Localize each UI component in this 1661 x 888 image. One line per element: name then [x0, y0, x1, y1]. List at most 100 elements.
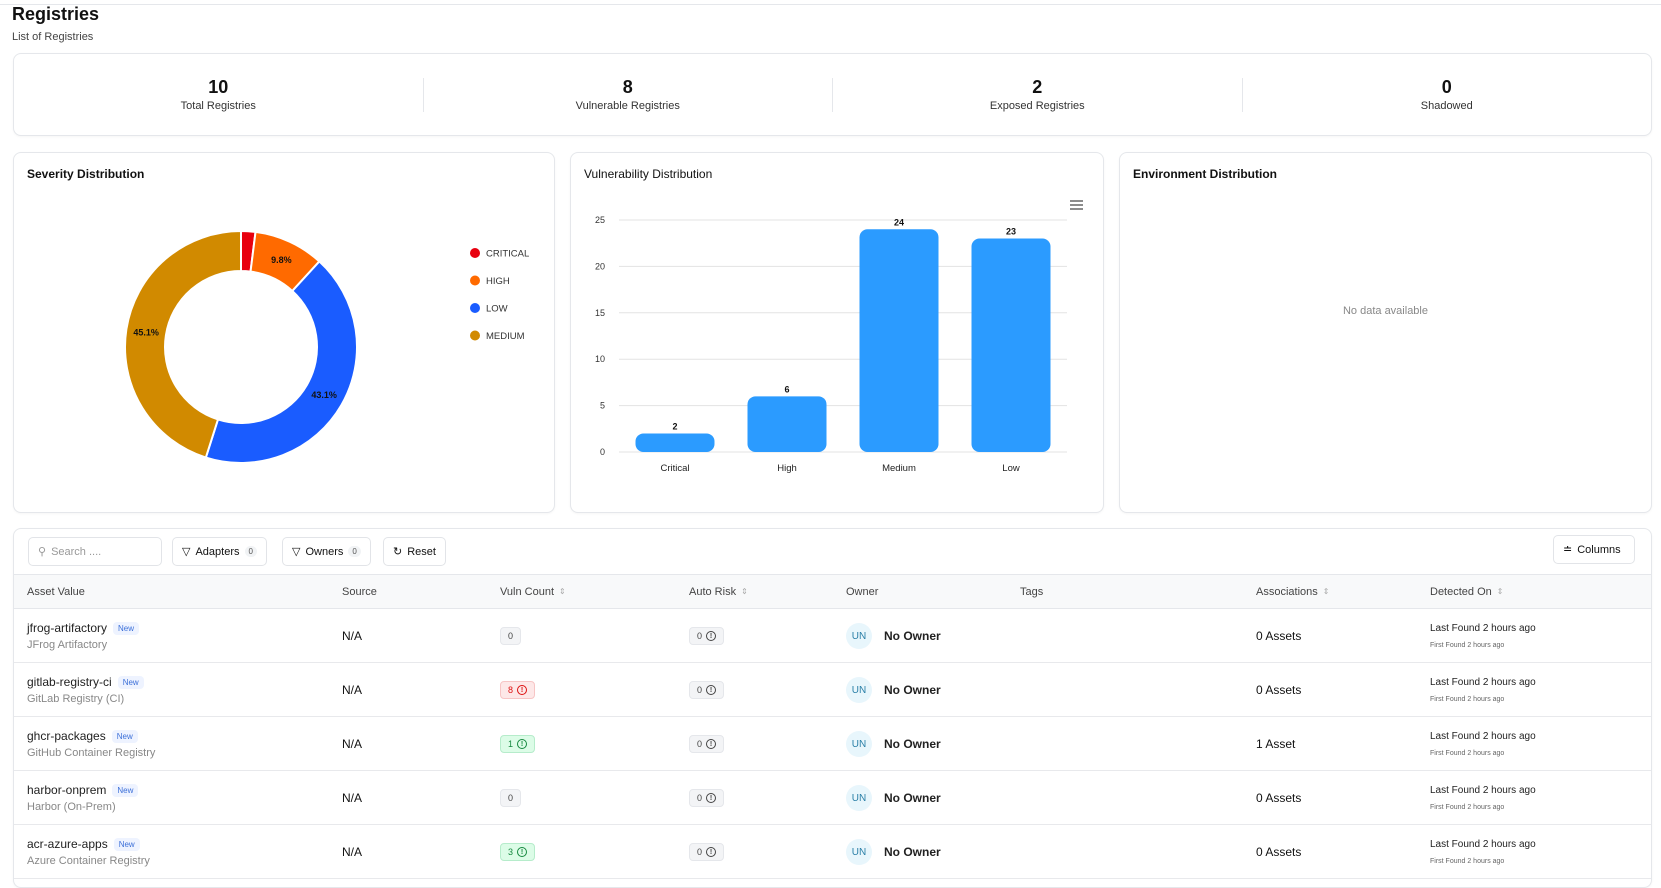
asset-cell: gitlab-registry-ci New GitLab Registry (C…	[27, 663, 144, 717]
donut-slice-medium	[124, 229, 242, 459]
stat-value: 2	[1032, 77, 1043, 97]
header-vuln-count[interactable]: Vuln Count ⇕	[500, 585, 566, 598]
registries-table-card: ⚲ Search .... ▽ Adapters 0 ▽ Owners 0 ↻ Reset …	[13, 528, 1652, 888]
table-row[interactable]: gitlab-registry-ci New GitLab Registry (C…	[14, 663, 1651, 717]
asset-cell: ghcr-packages New GitHub Container Regist…	[27, 717, 155, 771]
auto-risk-badge[interactable]: 0!	[689, 735, 725, 753]
first-found: First Found 2 hours ago	[1430, 642, 1505, 649]
asset-name[interactable]: gitlab-registry-ci	[27, 675, 112, 689]
asset-cell: jfrog-artifactory New JFrog Artifactory	[27, 609, 140, 663]
asset-name[interactable]: jfrog-artifactory	[27, 621, 108, 635]
avatar: UN	[846, 839, 872, 865]
legend-marker	[470, 303, 480, 313]
vuln-count-badge[interactable]: 3!	[500, 843, 536, 861]
auto-risk-cell: 0!	[689, 771, 725, 825]
alert-icon: !	[517, 847, 528, 857]
table-row[interactable]: ghcr-packages New GitHub Container Regist…	[14, 717, 1651, 771]
source-cell: N/A	[342, 791, 363, 805]
associations-cell[interactable]: 0 Assets	[1256, 791, 1302, 805]
slice-data-label: 45.1%	[133, 327, 159, 337]
associations-cell[interactable]: 0 Assets	[1256, 629, 1302, 643]
bar-medium	[859, 229, 939, 452]
owners-label: Owners	[305, 545, 344, 558]
bar-high	[747, 396, 827, 452]
sort-icon: ⇕	[1322, 587, 1330, 596]
owner-cell: UN No Owner	[846, 771, 941, 825]
avatar: UN	[846, 731, 872, 757]
auto-risk-cell: 0!	[689, 609, 725, 663]
donut-slice-low	[204, 260, 359, 464]
associations-cell[interactable]: 0 Assets	[1256, 683, 1302, 697]
adapters-count: 0	[244, 546, 257, 557]
legend-label: LOW	[486, 304, 508, 315]
table-row[interactable]: harbor-onprem New Harbor (On-Prem) N/A 0 …	[14, 771, 1651, 825]
bar-data-label: 6	[784, 384, 789, 394]
last-found: Last Found 2 hours ago	[1430, 623, 1536, 634]
sort-icon: ⇕	[1496, 587, 1504, 596]
stat-label: Vulnerable Registries	[575, 100, 680, 112]
sort-icon: ⇕	[741, 587, 748, 596]
header-detected-on[interactable]: Detected On ⇕	[1430, 585, 1504, 598]
vuln-count-badge[interactable]: 8!	[500, 681, 536, 699]
detected-cell: Last Found 2 hours ago First Found 2 hou…	[1430, 609, 1536, 663]
asset-name[interactable]: harbor-onprem	[27, 783, 107, 797]
associations-cell[interactable]: 0 Assets	[1256, 845, 1302, 859]
detected-cell: Last Found 2 hours ago First Found 2 hou…	[1430, 825, 1536, 879]
stat-value: 8	[622, 77, 633, 97]
auto-risk-badge[interactable]: 0!	[689, 843, 725, 861]
sort-icon: ⇕	[559, 587, 566, 596]
auto-risk-badge[interactable]: 0!	[689, 681, 725, 699]
y-tick-label: 5	[600, 401, 605, 411]
columns-button[interactable]: ≐ Columns	[1553, 535, 1635, 564]
stat-exposed: 2 Exposed Registries	[833, 77, 1243, 112]
alert-icon: !	[517, 739, 528, 749]
search-placeholder: Search ....	[51, 545, 102, 558]
vuln-count-badge[interactable]: 1!	[500, 735, 536, 753]
info-icon: !	[706, 793, 717, 803]
legend-label: MEDIUM	[486, 331, 525, 342]
avatar: UN	[846, 623, 872, 649]
new-badge: New	[113, 621, 140, 635]
vulnerability-bar-chart: 0 5 10 15 20 25 2 Critical 6 High 24 Medium 23 Low	[595, 200, 1083, 474]
vuln-count-badge[interactable]: 0	[500, 789, 522, 807]
asset-type: JFrog Artifactory	[27, 639, 108, 651]
asset-name[interactable]: ghcr-packages	[27, 729, 106, 743]
search-icon: ⚲	[38, 546, 47, 558]
last-found: Last Found 2 hours ago	[1430, 785, 1536, 796]
avatar: UN	[846, 677, 872, 703]
info-icon: !	[706, 739, 717, 749]
legend-label: CRITICAL	[486, 249, 529, 260]
auto-risk-badge[interactable]: 0!	[689, 789, 725, 807]
y-tick-label: 25	[595, 215, 605, 225]
chart-menu-icon[interactable]	[1070, 200, 1083, 210]
vuln-count-cell: 1!	[500, 717, 536, 771]
stat-total: 10 Total Registries	[14, 77, 424, 112]
auto-risk-cell: 0!	[689, 663, 725, 717]
asset-name[interactable]: acr-azure-apps	[27, 837, 108, 851]
x-tick-label: Critical	[660, 463, 689, 474]
auto-risk-badge[interactable]: 0!	[689, 627, 725, 645]
x-tick-label: Medium	[882, 463, 916, 474]
owner-name: No Owner	[884, 629, 941, 643]
vuln-count-cell: 0	[500, 609, 522, 663]
detected-cell: Last Found 2 hours ago First Found 2 hou…	[1430, 717, 1536, 771]
table-row[interactable]: acr-azure-apps New Azure Container Regist…	[14, 825, 1651, 879]
reset-button[interactable]: ↻ Reset	[383, 537, 446, 566]
page-title: Registries	[12, 4, 100, 24]
filter-icon: ▽	[182, 546, 191, 558]
header-auto-risk[interactable]: Auto Risk ⇕	[689, 585, 748, 598]
owners-count: 0	[348, 546, 361, 557]
adapters-filter-button[interactable]: ▽ Adapters 0	[172, 537, 267, 566]
y-tick-label: 20	[595, 261, 605, 271]
stat-value: 0	[1441, 77, 1452, 97]
first-found: First Found 2 hours ago	[1430, 858, 1505, 865]
search-input[interactable]: ⚲ Search ....	[28, 537, 162, 566]
owner-name: No Owner	[884, 683, 941, 697]
owner-cell: UN No Owner	[846, 825, 941, 879]
associations-cell[interactable]: 1 Asset	[1256, 737, 1296, 751]
header-associations[interactable]: Associations ⇕	[1256, 585, 1330, 598]
vuln-count-badge[interactable]: 0	[500, 627, 522, 645]
asset-type: Azure Container Registry	[27, 855, 150, 867]
owners-filter-button[interactable]: ▽ Owners 0	[282, 537, 371, 566]
table-row[interactable]: jfrog-artifactory New JFrog Artifactory N…	[14, 609, 1651, 663]
